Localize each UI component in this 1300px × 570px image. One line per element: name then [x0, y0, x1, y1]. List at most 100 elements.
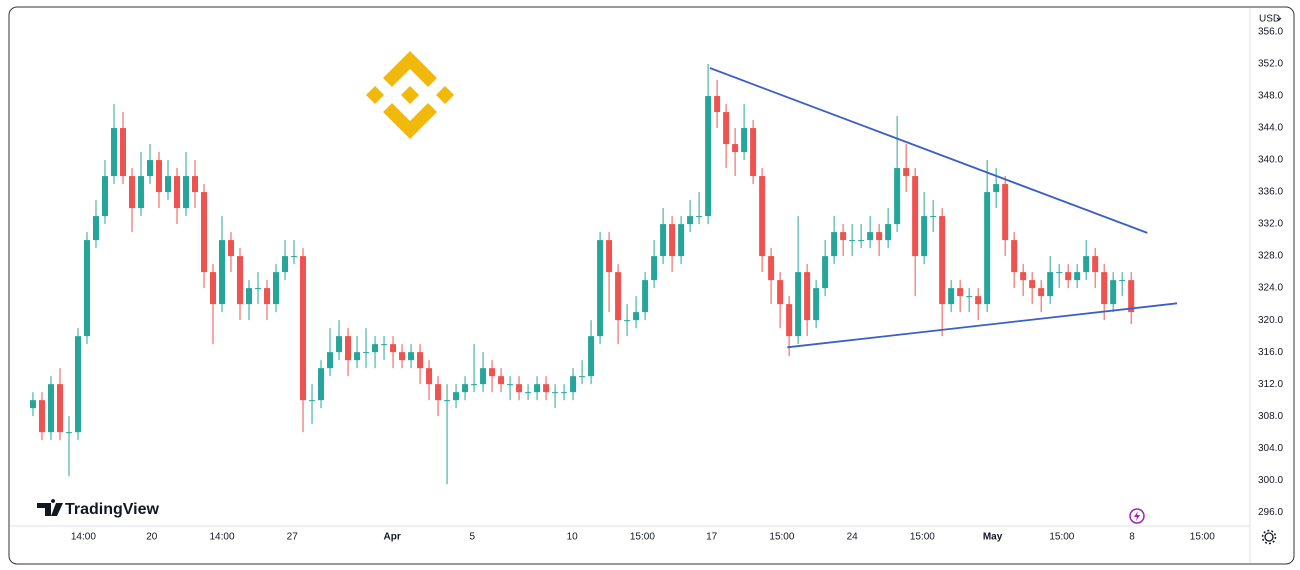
candle-body [678, 224, 685, 257]
candle-body [327, 352, 334, 369]
candle-body [228, 240, 235, 257]
candle-body [489, 368, 496, 377]
candle-body [849, 240, 856, 242]
y-tick-label: 304.0 [1258, 443, 1283, 454]
candle-body [804, 272, 811, 321]
candle-body [471, 384, 478, 386]
x-tick-label: 15:00 [769, 532, 794, 543]
y-tick-label: 328.0 [1258, 251, 1283, 262]
candle-body [246, 288, 253, 305]
candle-body [291, 256, 298, 258]
y-tick-label: 336.0 [1258, 187, 1283, 198]
x-tick-label: 14:00 [71, 532, 96, 543]
candle-body [885, 224, 892, 241]
candle-body [1047, 272, 1054, 297]
candle-body [525, 392, 532, 394]
x-tick-label: 8 [1129, 532, 1135, 543]
binance-logo [366, 51, 454, 139]
candle-body [1011, 240, 1018, 273]
candle-body [453, 392, 460, 401]
tradingview-logo: TradingView [37, 499, 160, 518]
candle-body [201, 192, 208, 273]
candle-body [1083, 256, 1090, 273]
settings-icon[interactable] [1261, 529, 1277, 545]
candle-body [1038, 288, 1045, 297]
candle-body [714, 96, 721, 113]
candle-body [552, 392, 559, 394]
candle-body [993, 184, 1000, 193]
trend-line [787, 302, 1178, 349]
candle-body [669, 224, 676, 257]
candle-body [966, 296, 973, 298]
x-tick-label: 24 [847, 532, 859, 543]
candle-body [47, 384, 54, 433]
candle-body [840, 232, 847, 241]
candle-body [128, 176, 135, 209]
candle-body [615, 272, 622, 321]
candle-body [390, 344, 397, 353]
candle-body [1101, 272, 1108, 305]
x-tick-label: 27 [287, 532, 299, 543]
candle-body [939, 216, 946, 305]
candle-body [480, 368, 487, 385]
candle-body [786, 304, 793, 337]
y-tick-label: 324.0 [1258, 283, 1283, 294]
currency-caret[interactable] [1276, 17, 1282, 21]
frame [8, 6, 1295, 565]
x-tick-label: 14:00 [209, 532, 234, 543]
candle-body [1056, 272, 1063, 274]
x-tick-label: 5 [469, 532, 475, 543]
candle-body [597, 240, 604, 337]
candle-body [723, 112, 730, 145]
candle-body [642, 280, 649, 313]
candle-body [137, 176, 144, 209]
candle-body [318, 368, 325, 401]
x-tick-label: 15:00 [1190, 532, 1215, 543]
candle-body [435, 384, 442, 401]
x-tick-label: 17 [706, 532, 718, 543]
y-tick-label: 352.0 [1258, 59, 1283, 70]
x-tick-label: 10 [567, 532, 579, 543]
candle-body [399, 352, 406, 361]
candle-body [696, 216, 703, 218]
candle-body [1065, 272, 1072, 281]
candle-body [768, 256, 775, 281]
candle-body [426, 368, 433, 385]
candle-body [1128, 280, 1135, 313]
candle-body [417, 352, 424, 369]
candle-body [732, 144, 739, 153]
candle-body [92, 216, 99, 241]
y-tick-label: 348.0 [1258, 91, 1283, 102]
candle-body [741, 128, 748, 153]
candle-body [273, 272, 280, 305]
candle-body [705, 96, 712, 217]
candle-body [867, 232, 874, 241]
candle-body [363, 352, 370, 354]
x-tick-label: 15:00 [630, 532, 655, 543]
candle-body [759, 176, 766, 257]
candle-body [651, 256, 658, 281]
candle-body [516, 384, 523, 393]
candle-body [83, 240, 90, 337]
candle-body [687, 216, 694, 225]
candle-body [984, 192, 991, 305]
candle-body [1119, 280, 1126, 282]
candle-body [903, 168, 910, 177]
candle-body [74, 336, 81, 433]
candle-body [309, 400, 316, 402]
candle-body [588, 336, 595, 377]
candle-body [1092, 256, 1099, 273]
currency[interactable]: USD [1259, 14, 1280, 25]
candle-body [579, 376, 586, 378]
lightning-icon[interactable] [1129, 508, 1145, 524]
y-tick-label: 308.0 [1258, 411, 1283, 422]
candle-body [912, 176, 919, 257]
candle-body [30, 400, 36, 409]
candle-body [192, 176, 199, 193]
y-tick-label: 344.0 [1258, 123, 1283, 134]
candle-body [498, 376, 505, 385]
candle-body [210, 272, 217, 305]
candle-body [65, 432, 72, 434]
candle-body [570, 376, 577, 393]
x-tick-label: May [983, 532, 1003, 543]
